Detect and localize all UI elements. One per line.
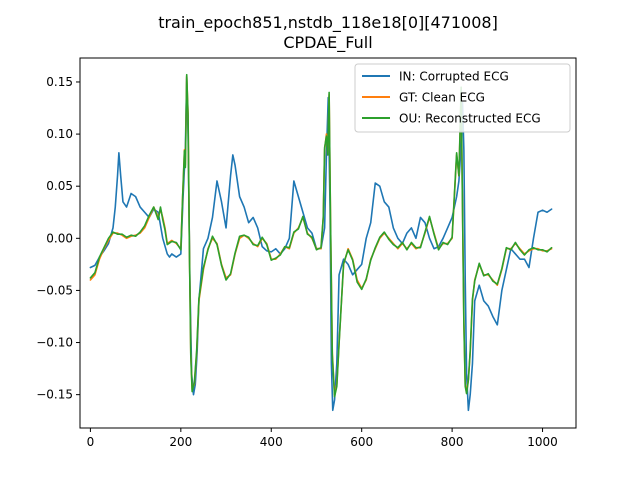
series-layer [89, 73, 553, 412]
plot-frame [79, 57, 577, 429]
x-axis: 0 200 400 600 800 1000 [87, 428, 558, 449]
y-tick-label: 0.15 [46, 75, 73, 89]
x-tick-label: 800 [441, 435, 464, 449]
legend-label-2: OU: Reconstructed ECG [399, 112, 541, 126]
y-tick-label: −0.10 [36, 336, 73, 350]
y-tick-label: 0.05 [46, 179, 73, 193]
chart-title-line1: train_epoch851,nstdb_118e18[0][471008] [158, 13, 498, 33]
x-tick-label: 200 [169, 435, 192, 449]
y-tick-label: 0.10 [46, 127, 73, 141]
x-tick-label: 0 [87, 435, 95, 449]
y-tick-label: −0.05 [36, 283, 73, 297]
legend: IN: Corrupted ECG GT: Clean ECG OU: Recons… [354, 63, 571, 133]
chart-title-line2: CPDAE_Full [283, 33, 372, 53]
x-tick-label: 600 [350, 435, 373, 449]
series-line-2 [89, 73, 553, 398]
x-tick-label: 1000 [527, 435, 558, 449]
legend-label-1: GT: Clean ECG [399, 91, 485, 105]
y-axis: −0.15 −0.10 −0.05 0.00 0.05 0.10 0.15 [36, 75, 80, 402]
y-tick-label: −0.15 [36, 388, 73, 402]
y-tick-label: 0.00 [46, 231, 73, 245]
x-tick-label: 400 [260, 435, 283, 449]
legend-label-0: IN: Corrupted ECG [399, 70, 509, 84]
legend-box [354, 63, 571, 133]
